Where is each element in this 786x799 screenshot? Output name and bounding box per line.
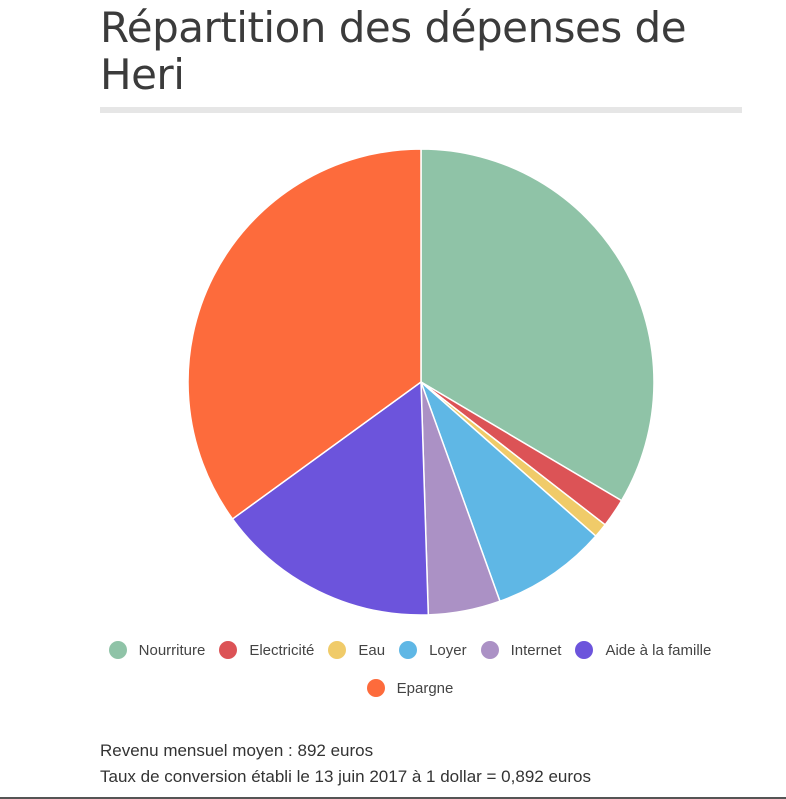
legend-label: Eau [358,641,386,659]
title-divider [100,107,742,113]
legend-swatch [328,641,347,659]
legend-swatch [575,641,594,659]
legend-label: Nourriture [138,641,206,659]
legend-item-6[interactable]: Epargne [366,678,454,698]
legend-item-1[interactable]: Electricité [219,640,314,660]
legend-swatch [219,641,238,659]
chart-legend: Nourriture Electricité Eau Loyer Internet Aid… [80,640,740,698]
pie-slice-6[interactable] [187,148,422,520]
legend-label: Internet [510,641,562,659]
legend-swatch [399,641,418,659]
legend-label: Electricité [249,641,315,659]
legend-item-2[interactable]: Eau [328,640,385,660]
legend-swatch [480,641,499,659]
legend-label: Epargne [396,679,454,697]
bottom-border [0,797,786,799]
pie-chart [187,148,655,616]
pie-slice-0[interactable] [420,148,655,502]
legend-swatch [108,641,127,659]
legend-swatch [366,679,385,697]
legend-item-4[interactable]: Internet [480,640,562,660]
chart-title: Répartition des dépenses de Heri [100,3,687,99]
legend-item-0[interactable]: Nourriture [108,640,206,660]
conversion-note: Taux de conversion établi le 13 juin 201… [100,767,591,786]
income-note: Revenu mensuel moyen : 892 euros [100,741,374,760]
legend-item-5[interactable]: Aide à la famille [575,640,711,660]
legend-label: Loyer [429,641,467,659]
legend-item-3[interactable]: Loyer [399,640,467,660]
legend-label: Aide à la famille [605,641,712,659]
pie-slice-5[interactable] [231,380,430,616]
pie-slice-3[interactable] [420,381,597,603]
